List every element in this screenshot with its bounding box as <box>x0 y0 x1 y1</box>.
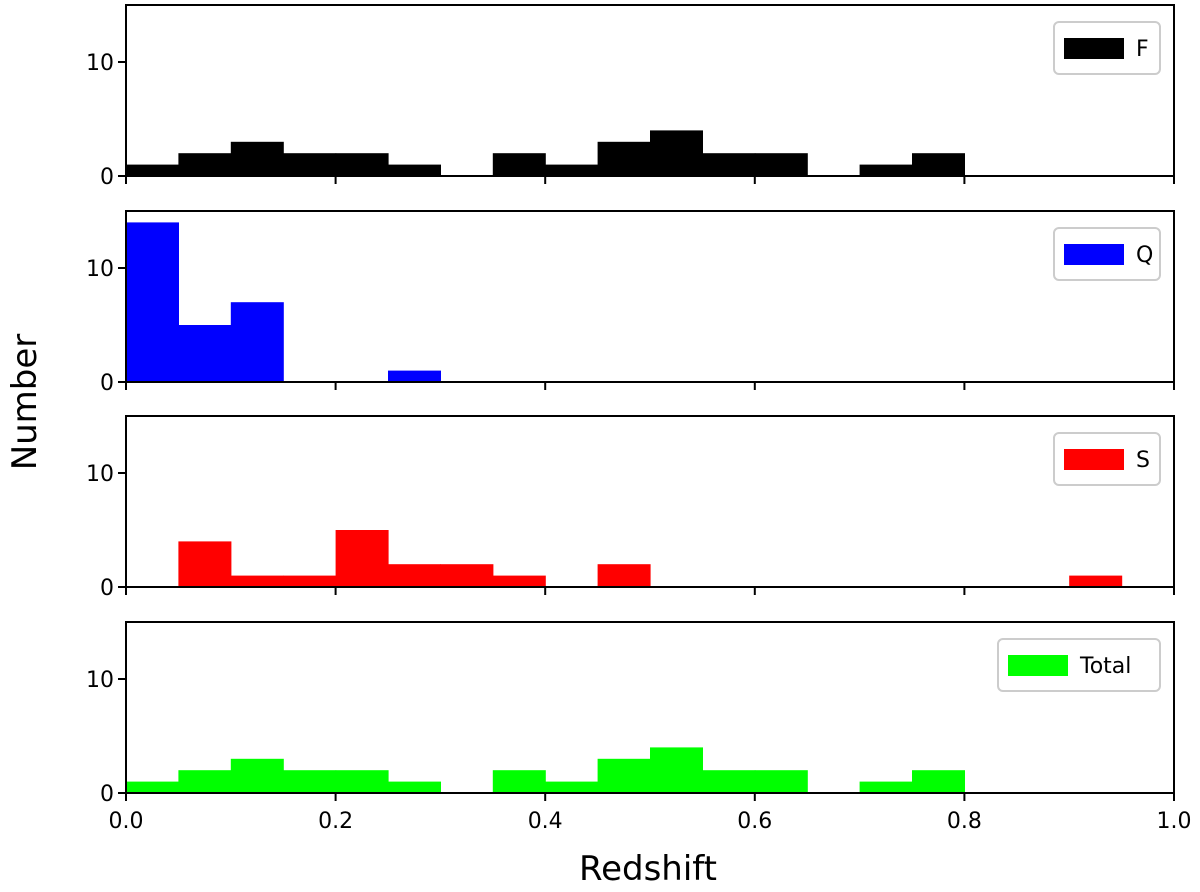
y-tick-label: 10 <box>86 668 114 693</box>
bar-total-7 <box>492 770 546 793</box>
bar-f-7 <box>492 153 546 176</box>
y-tick-label: 10 <box>86 257 114 282</box>
x-tick-label: 0.8 <box>947 809 982 834</box>
bar-f-3 <box>283 153 337 176</box>
bar-s-4 <box>335 530 389 587</box>
bar-f-12 <box>754 153 808 176</box>
bar-s-6 <box>440 564 494 587</box>
bar-s-1 <box>178 541 232 587</box>
bar-f-10 <box>650 130 703 176</box>
bar-f-11 <box>702 153 756 176</box>
legend: Total <box>997 638 1161 692</box>
bar-q-2 <box>230 302 284 382</box>
legend: Q <box>1053 227 1161 281</box>
legend-box <box>997 638 1161 692</box>
bar-total-0 <box>126 781 179 793</box>
bar-f-14 <box>859 164 913 176</box>
bar-s-18 <box>1069 575 1123 587</box>
legend: S <box>1053 432 1161 486</box>
y-tick-label: 0 <box>100 165 114 190</box>
y-tick-label: 0 <box>100 371 114 396</box>
bar-s-9 <box>597 564 651 587</box>
x-tick-label: 0.4 <box>528 809 563 834</box>
legend: F <box>1053 21 1161 75</box>
bar-f-1 <box>178 153 232 176</box>
bar-total-12 <box>754 770 808 793</box>
bar-q-1 <box>178 325 232 382</box>
bar-total-1 <box>178 770 232 793</box>
bar-s-2 <box>230 575 284 587</box>
panel-frame <box>125 4 1175 177</box>
legend-swatch <box>1064 449 1124 470</box>
bar-f-0 <box>126 164 179 176</box>
bar-total-15 <box>912 770 965 793</box>
bar-s-5 <box>388 564 441 587</box>
bar-f-2 <box>230 141 284 176</box>
x-tick-label: 0.0 <box>109 809 144 834</box>
y-tick-label: 0 <box>100 782 114 807</box>
legend-label: F <box>1136 37 1149 62</box>
x-axis-title: Redshift <box>579 849 717 889</box>
bar-f-5 <box>388 164 441 176</box>
bar-f-15 <box>912 153 965 176</box>
x-tick-label: 0.2 <box>318 809 353 834</box>
panels: 0 10 F 0 10 Q 0 10 S 0 10 0.0 0.2 0.4 0.6 0.8 1.0 Total <box>86 4 1192 834</box>
bar-total-5 <box>388 781 441 793</box>
y-tick-label: 10 <box>86 462 114 487</box>
panel-q: 0 10 Q <box>86 210 1175 396</box>
legend-swatch <box>1064 38 1124 59</box>
bar-total-10 <box>650 747 703 793</box>
bar-f-8 <box>545 164 599 176</box>
y-tick-label: 0 <box>100 576 114 601</box>
panel-frame <box>125 621 1175 794</box>
panel-frame <box>125 210 1175 383</box>
legend-label: Total <box>1079 654 1131 679</box>
bar-s-7 <box>492 575 546 587</box>
legend-swatch <box>1008 655 1068 676</box>
bar-total-11 <box>702 770 756 793</box>
x-tick-label: 0.6 <box>737 809 772 834</box>
panel-total: 0 10 0.0 0.2 0.4 0.6 0.8 1.0 Total <box>86 621 1192 834</box>
panel-s: 0 10 S <box>86 415 1175 601</box>
legend-label: Q <box>1136 243 1153 268</box>
bar-total-4 <box>335 770 389 793</box>
y-tick-label: 10 <box>86 51 114 76</box>
x-tick-label: 1.0 <box>1157 809 1192 834</box>
y-axis-title: Number <box>5 334 45 471</box>
bar-q-5 <box>388 370 441 382</box>
legend-label: S <box>1136 448 1150 473</box>
bar-f-4 <box>335 153 389 176</box>
legend-swatch <box>1064 244 1124 265</box>
panel-frame <box>125 415 1175 588</box>
bar-s-3 <box>283 575 337 587</box>
bar-total-2 <box>230 758 284 793</box>
bar-f-9 <box>597 141 651 176</box>
bar-total-8 <box>545 781 599 793</box>
bar-total-3 <box>283 770 337 793</box>
bar-q-0 <box>126 222 179 382</box>
bar-total-9 <box>597 758 651 793</box>
panel-f: 0 10 F <box>86 4 1175 190</box>
bar-total-14 <box>859 781 913 793</box>
